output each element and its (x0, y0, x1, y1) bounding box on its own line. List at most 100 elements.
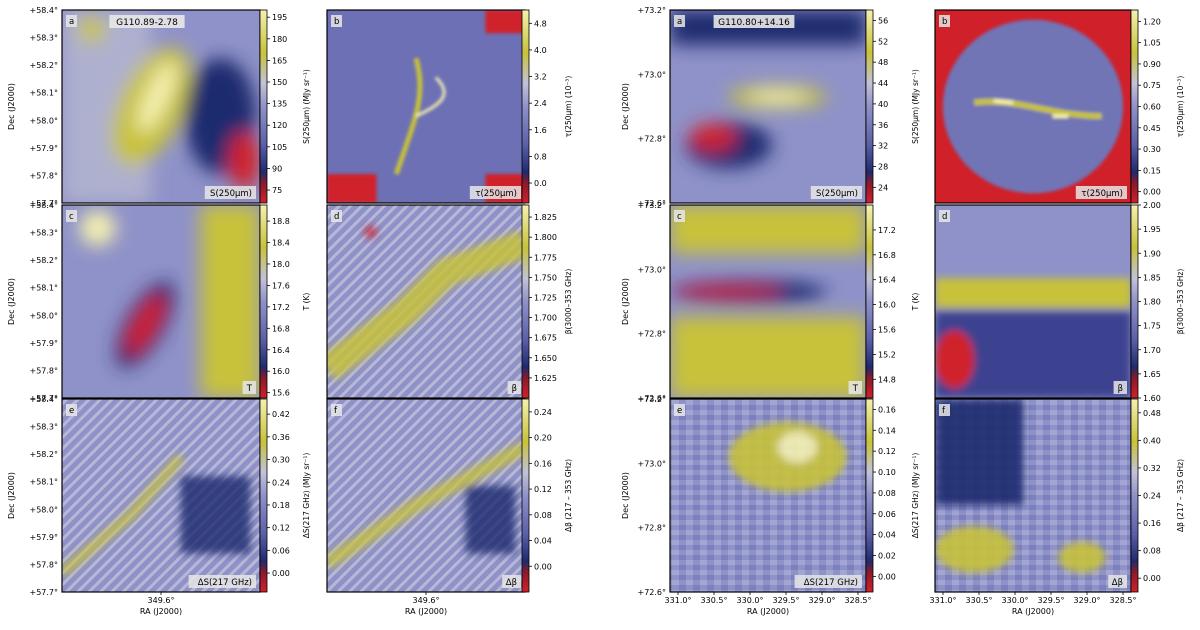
panel-letter: f (942, 406, 946, 416)
y-tick-label: +58.2° (29, 256, 58, 265)
colorbar-tick-label: 0.04 (534, 537, 552, 546)
colorbar-tick-label: 0.24 (272, 478, 290, 487)
colorbar-tick-label: 16.8 (272, 324, 290, 333)
panel-letter: e (69, 406, 74, 416)
y-tick-label: +58.4° (29, 201, 58, 210)
x-tick-label: 330.5° (701, 596, 728, 605)
x-tick-label: 331.0° (665, 596, 692, 605)
quantity-tag: Δβ (506, 578, 517, 588)
colorbar-tick-label: 1.775 (534, 253, 557, 262)
panel-letter-box (331, 210, 342, 222)
colorbar-tick-label: 17.2 (272, 303, 290, 312)
x-tick-label: 328.5° (1110, 596, 1137, 605)
colorbar-tick-label: 0.00 (878, 572, 896, 581)
panel-letter: e (677, 406, 682, 416)
y-tick-label: +58.4° (29, 395, 58, 404)
colorbar-tick-label: 195 (272, 13, 287, 22)
colorbar-tick-label: 0.06 (878, 510, 896, 519)
colorbar-tick-label: 1.725 (534, 293, 557, 302)
colorbar-label: τ(250μm) (10⁻³) (1176, 76, 1185, 138)
x-tick-label: 329.0° (809, 596, 836, 605)
colorbar-tick-label: 15.6 (878, 326, 896, 335)
panel-letter-box (939, 15, 950, 27)
colorbar-tick-label: 2.00 (1143, 201, 1161, 210)
colorbar-tick-label: 0.04 (878, 531, 896, 540)
colorbar-tick-label: 1.825 (534, 213, 557, 222)
colorbar-tick-label: 0.00 (1143, 188, 1161, 197)
map-image (327, 205, 525, 398)
quantity-tag: ΔS(217 GHz) (804, 578, 858, 588)
field-title-box (109, 15, 185, 28)
colorbar-label: S(250μm) (MJy sr⁻¹) (911, 69, 920, 144)
colorbar-tick-label: 0.45 (1143, 124, 1161, 133)
colorbar-label: β(3000–353 GHz) (1176, 269, 1185, 335)
y-tick-label: +57.7° (29, 394, 58, 403)
colorbar-tick-label: 1.6 (534, 126, 547, 135)
map-image (62, 399, 260, 592)
colorbar (1130, 9, 1139, 204)
panel-letter: d (942, 212, 947, 222)
quantity-tag-box (204, 186, 256, 199)
map-image (670, 10, 866, 203)
quantity-tag-box (1108, 575, 1127, 588)
x-tick-label: 331.0° (930, 596, 957, 605)
panel-letter: f (334, 406, 338, 416)
colorbar (521, 9, 530, 204)
colorbar (1130, 204, 1139, 399)
panels-root: a G110.89-2.78 S(250μm) 195 180 165 150 135 120 1… (7, 6, 1185, 616)
colorbar-tick-label: 0.75 (1143, 81, 1161, 90)
map-panel-1-f: f Δβ 0.24 0.20 0.16 0.12 0.08 0.04 0.00 Δβ (217 –… (326, 398, 573, 616)
y-tick-label: +57.8° (29, 560, 58, 569)
y-tick-label: +72.8° (637, 330, 666, 339)
colorbar (259, 9, 268, 204)
colorbar-label: β(3000–353 GHz) (564, 269, 573, 335)
panel-letter: c (69, 212, 74, 222)
x-tick-label: 329.5° (773, 596, 800, 605)
colorbar-tick-label: 0.06 (272, 546, 290, 555)
colorbar-tick-label: 0.08 (534, 511, 552, 520)
colorbar-tick-label: 1.05 (1143, 39, 1161, 48)
y-tick-label: +58.1° (29, 89, 58, 98)
colorbar-tick-label: 1.650 (534, 354, 557, 363)
y-tick-label: +58.0° (29, 505, 58, 514)
y-tick-label: +57.7° (29, 199, 58, 208)
x-tick-label: 330.5° (966, 596, 993, 605)
colorbar (865, 204, 874, 399)
field-title: G110.89-2.78 (116, 18, 178, 28)
colorbar-tick-label: 32 (878, 142, 888, 151)
colorbar-tick-label: 15.6 (272, 389, 290, 398)
colorbar-tick-label: 1.800 (534, 233, 557, 242)
colorbar-label: Δβ (217 – 353 GHz) (564, 459, 573, 532)
colorbar-tick-label: 105 (272, 143, 287, 152)
y-tick-label: +73.2° (637, 201, 666, 210)
quantity-tag: S(250μm) (816, 189, 858, 199)
panel-letter-box (66, 210, 77, 222)
panel-letter-box (331, 404, 342, 416)
colorbar-tick-label: 0.12 (534, 485, 552, 494)
y-tick-label: +58.0° (29, 116, 58, 125)
colorbar-tick-label: 56 (878, 16, 888, 25)
colorbar-tick-label: 17.6 (272, 281, 290, 290)
colorbar (521, 398, 530, 593)
y-tick-label: +73.2° (637, 6, 666, 15)
colorbar-tick-label: 1.700 (534, 314, 557, 323)
y-tick-label: +57.8° (29, 171, 58, 180)
panel-letter-box (674, 15, 685, 27)
colorbar-tick-label: 135 (272, 100, 287, 109)
map-panel-2-b: b τ(250μm) 1.20 1.05 0.90 0.75 0.60 0.45 0.30 0.1… (934, 9, 1185, 204)
colorbar-tick-label: 0.16 (1143, 519, 1161, 528)
colorbar-tick-label: 28 (878, 162, 888, 171)
colorbar-tick-label: 4.0 (534, 46, 547, 55)
quantity-tag-box (188, 575, 256, 588)
x-tick-label: 329.0° (1074, 596, 1101, 605)
colorbar-tick-label: 75 (272, 186, 282, 195)
field-title: G110.80+14.16 (718, 18, 790, 28)
colorbar-tick-label: 0.16 (534, 459, 552, 468)
colorbar-tick-label: 1.750 (534, 273, 557, 282)
quantity-tag: β (1118, 384, 1123, 394)
colorbar-tick-label: 1.70 (1143, 346, 1161, 355)
y-axis-label: Dec (J2000) (621, 472, 630, 519)
colorbar-tick-label: 0.32 (1143, 464, 1161, 473)
y-tick-label: +72.8° (637, 524, 666, 533)
